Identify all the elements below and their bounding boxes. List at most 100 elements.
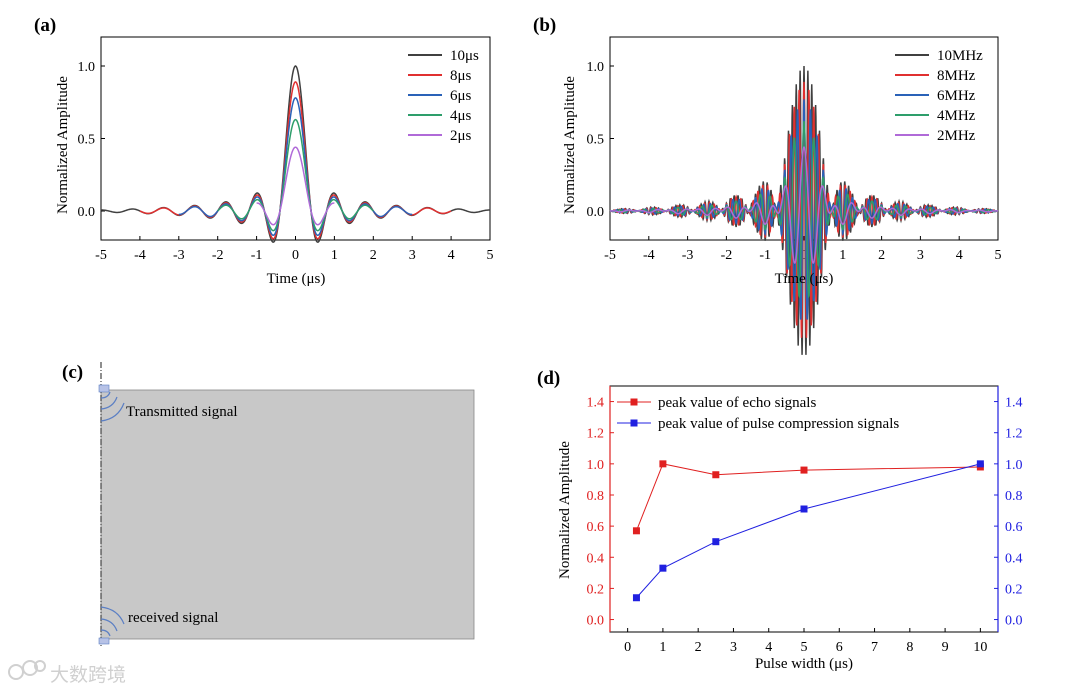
y-tick-label: 0.5 — [587, 133, 605, 148]
x-tick-label: -4 — [134, 248, 146, 263]
x-tick-label: -5 — [95, 248, 107, 263]
y-right-tick-label: 0.0 — [1005, 614, 1023, 629]
x-tick-label: 0 — [801, 248, 808, 263]
panel-a-legend: 10μs 8μs 6μs 4μs 2μs — [408, 48, 479, 144]
series-line-2MHz — [609, 146, 999, 264]
y-right-tick-label: 0.6 — [1005, 520, 1023, 535]
x-tick-label: 8 — [906, 640, 913, 655]
x-tick-label: 1 — [659, 640, 666, 655]
data-point — [976, 460, 984, 468]
legend-label: 8μs — [450, 68, 472, 84]
x-tick-label: 10 — [973, 640, 987, 655]
y-left-tick-label: 1.2 — [587, 427, 605, 442]
series-line-10μs — [101, 65, 490, 243]
transmitted-wave-icon — [100, 391, 125, 422]
x-tick-label: 3 — [730, 640, 737, 655]
panel-a-x-axis: -5 -4 -3 -2 -1 0 1 2 3 4 5 — [95, 236, 494, 263]
y-right-tick-label: 0.8 — [1005, 489, 1023, 504]
y-tick-label: 1.0 — [587, 60, 605, 75]
legend-label: 4μs — [450, 108, 472, 124]
panel-b-label: (b) — [533, 15, 556, 36]
panel-d-y-axis-right: 0.0 0.2 0.4 0.6 0.8 1.0 1.2 1.4 — [994, 396, 1023, 629]
y-right-tick-label: 1.4 — [1005, 396, 1023, 411]
panel-d-series — [632, 460, 984, 602]
panel-b: (b) -5 -4 -3 -2 -1 0 1 2 3 4 5 0.0 0.5 1.0 10MHz 8MHz… — [533, 15, 1002, 355]
panel-d: (d) 0 1 2 3 4 5 6 7 8 9 10 0.0 0.2 0.4 0.6 0.8 1.0 1.2 1.… — [537, 368, 1023, 672]
y-left-tick-label: 1.0 — [587, 458, 605, 473]
watermark: 大数跨境 — [8, 660, 126, 686]
y-left-tick-label: 0.2 — [587, 582, 605, 597]
received-wave-icon — [100, 606, 125, 637]
legend-swatch-marker — [630, 419, 638, 427]
y-left-tick-label: 0.8 — [587, 489, 605, 504]
x-tick-label: 0 — [624, 640, 631, 655]
data-point — [632, 594, 640, 602]
x-tick-label: -1 — [251, 248, 263, 263]
legend-label: 2μs — [450, 128, 472, 144]
x-tick-label: 5 — [801, 640, 808, 655]
data-point — [659, 564, 667, 572]
data-point — [632, 527, 640, 535]
panel-b-x-axis: -5 -4 -3 -2 -1 0 1 2 3 4 5 — [604, 236, 1002, 263]
x-tick-label: 2 — [695, 640, 702, 655]
x-tick-label: 5 — [995, 248, 1002, 263]
y-left-tick-label: 0.4 — [587, 551, 605, 566]
series-line-4μs — [217, 118, 374, 232]
y-left-tick-label: 1.4 — [587, 396, 605, 411]
panel-d-y-axis-title: Normalized Amplitude — [557, 441, 573, 579]
panel-a-y-axis: 0.0 0.5 1.0 — [78, 60, 105, 220]
panel-c-label: (c) — [62, 362, 83, 383]
series-line-6μs — [178, 97, 413, 237]
panel-d-x-axis: 0 1 2 3 4 5 6 7 8 9 10 — [624, 628, 987, 655]
x-tick-label: 2 — [878, 248, 885, 263]
x-tick-label: 1 — [331, 248, 338, 263]
panel-b-series — [609, 65, 999, 355]
x-tick-label: -5 — [604, 248, 616, 263]
panel-a-series — [101, 65, 490, 243]
x-tick-label: 4 — [956, 248, 963, 263]
x-tick-label: 3 — [409, 248, 416, 263]
panel-b-legend: 10MHz 8MHz 6MHz 4MHz 2MHz — [895, 48, 983, 144]
y-tick-label: 0.0 — [587, 205, 605, 220]
panel-a-x-axis-title: Time (μs) — [267, 271, 326, 287]
y-tick-label: 1.0 — [78, 60, 96, 75]
transmitted-signal-label: Transmitted signal — [126, 404, 238, 420]
panel-b-x-axis-title: Time (μs) — [775, 271, 834, 287]
x-tick-label: 1 — [839, 248, 846, 263]
y-left-tick-label: 0.0 — [587, 614, 605, 629]
legend-label: 6MHz — [937, 88, 976, 104]
legend-label: 6μs — [450, 88, 472, 104]
data-point — [712, 538, 720, 546]
transducer-top — [98, 384, 110, 393]
panel-d-y-axis-left: 0.0 0.2 0.4 0.6 0.8 1.0 1.2 1.4 — [587, 396, 614, 629]
x-tick-label: -3 — [173, 248, 185, 263]
data-point — [659, 460, 667, 468]
received-signal-label: received signal — [128, 610, 218, 626]
y-left-tick-label: 0.6 — [587, 520, 605, 535]
x-tick-label: -2 — [212, 248, 224, 263]
series-line-8μs — [139, 81, 452, 240]
x-tick-label: 5 — [487, 248, 494, 263]
panel-b-y-axis-title: Normalized Amplitude — [562, 76, 578, 214]
specimen-block — [100, 389, 475, 640]
x-tick-label: 0 — [292, 248, 299, 263]
x-tick-label: 3 — [917, 248, 924, 263]
watermark-text: 大数跨境 — [50, 664, 126, 686]
data-point — [712, 471, 720, 479]
panel-d-x-axis-title: Pulse width (μs) — [755, 656, 853, 672]
legend-label: 10μs — [450, 48, 479, 64]
legend-label: peak value of pulse compression signals — [658, 416, 899, 432]
panel-a-label: (a) — [34, 15, 56, 36]
series-line-6MHz — [609, 99, 999, 320]
panel-d-legend: peak value of echo signals peak value of … — [617, 395, 899, 432]
watermark-logo-icon — [8, 660, 46, 680]
legend-label: 10MHz — [937, 48, 983, 64]
y-tick-label: 0.5 — [78, 133, 96, 148]
x-tick-label: -2 — [721, 248, 733, 263]
panel-c: (c) Transmitted signal received signal — [62, 362, 475, 646]
panel-b-y-axis: 0.0 0.5 1.0 — [587, 60, 614, 220]
legend-label: 2MHz — [937, 128, 976, 144]
panel-a: (a) -5 -4 -3 -2 -1 0 1 2 3 4 5 0.0 0.5 1.0 10μs 8μs 6μ… — [34, 15, 494, 287]
data-point — [800, 505, 808, 513]
